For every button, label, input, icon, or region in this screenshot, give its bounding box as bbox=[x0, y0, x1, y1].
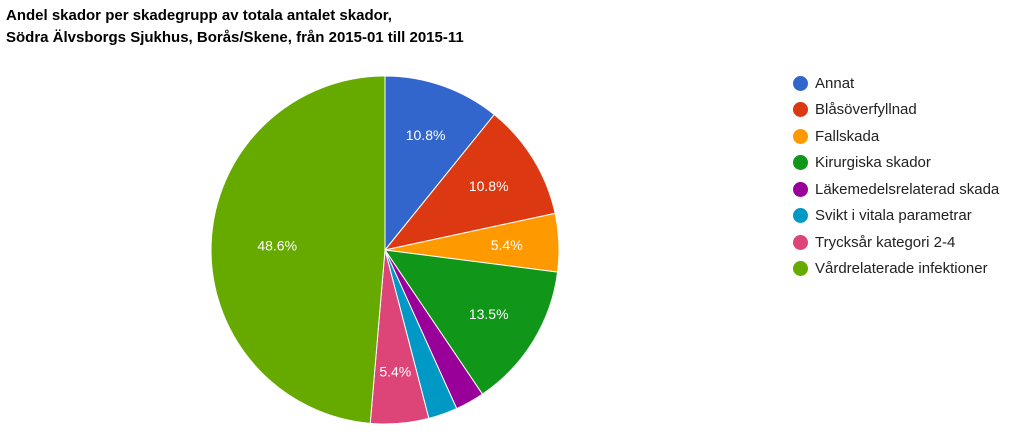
legend-swatch-3 bbox=[793, 155, 808, 171]
pie-slice-label-2: 5.4% bbox=[491, 237, 523, 253]
legend-swatch-0 bbox=[793, 75, 808, 91]
pie-slice-0[interactable] bbox=[384, 75, 496, 252]
pie-slice-label-0: 10.8% bbox=[406, 127, 446, 143]
legend-label-7: Vårdrelaterade infektioner bbox=[815, 260, 988, 278]
pie-slice-label-7: 48.6% bbox=[257, 237, 297, 253]
legend-label-6: Trycksår kategori 2-4 bbox=[815, 233, 956, 251]
chart-title: Andel skador per skadegrupp av totala an… bbox=[6, 7, 392, 24]
pie-slice-3[interactable] bbox=[383, 249, 559, 395]
legend-label-0: Annat bbox=[815, 74, 855, 92]
legend-item-6[interactable]: Trycksår kategori 2-4 bbox=[793, 229, 999, 256]
legend-swatch-6 bbox=[793, 234, 808, 250]
legend-swatch-5 bbox=[793, 208, 808, 224]
legend: Annat Blåsöverfyllnad Fallskada Kirurgiska … bbox=[793, 70, 999, 282]
legend-label-5: Svikt i vitala parametrar bbox=[815, 207, 972, 225]
legend-item-0[interactable]: Annat bbox=[793, 70, 999, 97]
pie-slice-7[interactable] bbox=[210, 75, 386, 424]
pie-slices bbox=[210, 75, 560, 425]
pie-slice-labels: 10.8% 10.8% 5.4% 13.5% 5.4% 48.6% bbox=[257, 127, 522, 379]
pie-slice-1[interactable] bbox=[383, 113, 556, 251]
legend-swatch-2 bbox=[793, 128, 808, 144]
pie-slice-label-6: 5.4% bbox=[379, 363, 411, 379]
legend-label-4: Läkemedelsrelaterad skada bbox=[815, 180, 1000, 198]
legend-item-2[interactable]: Fallskada bbox=[793, 123, 999, 150]
pie-slice-label-3: 13.5% bbox=[469, 306, 509, 322]
legend-label-1: Blåsöverfyllnad bbox=[815, 101, 917, 119]
legend-swatch-4 bbox=[793, 181, 808, 197]
legend-label-2: Fallskada bbox=[815, 127, 880, 145]
legend-item-3[interactable]: Kirurgiska skador bbox=[793, 150, 999, 177]
chart-title-block: Andel skador per skadegrupp av totala an… bbox=[6, 5, 464, 49]
legend-item-1[interactable]: Blåsöverfyllnad bbox=[793, 97, 999, 124]
chart-subtitle: Södra Älvsborgs Sjukhus, Borås/Skene, fr… bbox=[6, 29, 464, 46]
legend-item-5[interactable]: Svikt i vitala parametrar bbox=[793, 203, 999, 230]
legend-item-7[interactable]: Vårdrelaterade infektioner bbox=[793, 256, 999, 283]
legend-swatch-7 bbox=[793, 261, 808, 277]
legend-label-3: Kirurgiska skador bbox=[815, 154, 931, 172]
pie-slice-label-1: 10.8% bbox=[469, 178, 509, 194]
legend-swatch-1 bbox=[793, 102, 808, 118]
legend-item-4[interactable]: Läkemedelsrelaterad skada bbox=[793, 176, 999, 203]
